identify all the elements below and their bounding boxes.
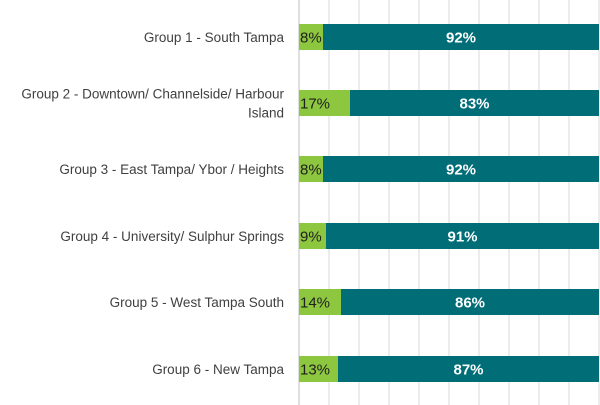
category-label: Group 1 - South Tampa [144,30,285,45]
data-label: 87% [453,362,483,379]
bar-segment-green [299,356,338,382]
data-label: 83% [459,96,489,113]
category-label: Group 4 - University/ Sulphur Springs [60,229,284,244]
gridlines [298,0,600,405]
category-label: Group 2 - Downtown/ Channelside/ Harbour [21,87,284,102]
data-label: 86% [455,295,485,312]
bar-segment-green [299,223,326,249]
data-label: 8% [300,162,322,179]
data-label: 13% [300,362,330,379]
data-label: 92% [446,30,476,47]
category-label: Group 6 - New Tampa [152,362,284,377]
bar-segment-green [299,24,323,50]
category-labels: Group 1 - South Tampa Group 2 - Downtown/… [21,30,284,377]
bar-segment-teal [338,356,599,382]
bar-segment-teal [326,223,599,249]
data-label: 91% [447,229,477,246]
data-label: 9% [300,229,322,246]
category-label: Group 3 - East Tampa/ Ybor / Heights [59,162,284,177]
bar-segment-teal [323,24,599,50]
data-label: 17% [300,96,330,113]
category-label: Group 5 - West Tampa South [110,295,284,310]
bar-segment-green [299,156,323,182]
data-label: 8% [300,30,322,47]
value-labels: 8% 92% 17% 83% 8% 92% 9% 91% 14% 86% 13% 87% [300,30,490,379]
bar-segment-teal [341,289,599,315]
bar-segment-green [299,90,350,116]
data-label: 14% [300,295,330,312]
bar-segment-green [299,289,341,315]
bars [299,24,599,382]
bar-segment-teal [323,156,599,182]
bar-segment-teal [350,90,599,116]
category-label: Island [248,106,284,121]
data-label: 92% [446,162,476,179]
